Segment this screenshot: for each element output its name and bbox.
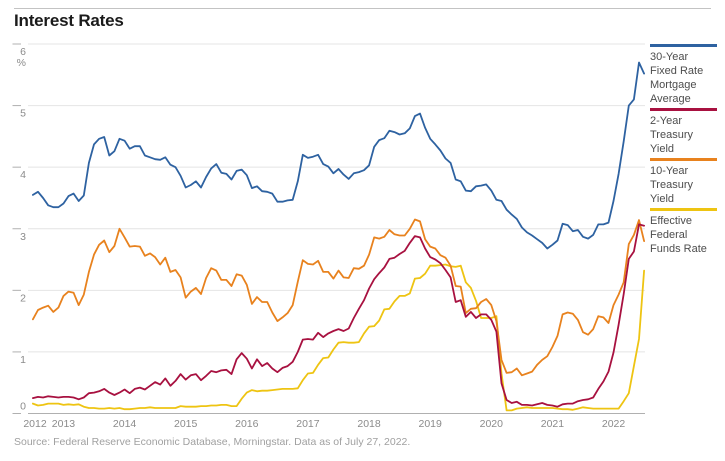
top-divider [14, 8, 711, 9]
x-axis-label: 2022 [602, 418, 626, 430]
y-axis-label: 0 [20, 401, 26, 413]
legend-label: Effective Federal Funds Rate [650, 215, 707, 255]
legend-item-2-year-treasury-yield: 2-Year Treasury Yield [650, 108, 717, 156]
y-axis-unit-label: % [17, 57, 26, 69]
y-axis-label: 4 [20, 169, 26, 181]
x-axis-label: 2016 [235, 418, 259, 430]
legend-item-10-year-treasury-yield: 10-Year Treasury Yield [650, 158, 717, 206]
legend-label: 30-Year Fixed Rate Mortgage Average [650, 51, 704, 105]
y-axis-label: 1 [20, 354, 26, 366]
legend-label: 10-Year Treasury Yield [650, 165, 693, 205]
series-line-30-year-fixed-rate-mortgage-average [32, 61, 645, 250]
x-axis-label: 2017 [296, 418, 320, 430]
chart-legend: 30-Year Fixed Rate Mortgage Average 2-Yea… [650, 44, 717, 258]
y-axis-label: 3 [20, 231, 26, 243]
x-axis-label: 2014 [113, 418, 137, 430]
legend-label: 2-Year Treasury Yield [650, 115, 693, 155]
x-axis-label: 2021 [541, 418, 565, 430]
x-axis-label: 2012 [23, 418, 47, 430]
legend-color-bar [650, 208, 717, 211]
legend-color-bar [650, 108, 717, 111]
legend-item-effective-federal-funds-rate: Effective Federal Funds Rate [650, 208, 717, 256]
legend-item-30-year-fixed-rate-mortgage-average: 30-Year Fixed Rate Mortgage Average [650, 44, 717, 106]
x-axis-label: 2019 [419, 418, 443, 430]
source-note: Source: Federal Reserve Economic Databas… [14, 436, 411, 448]
series-line-effective-federal-funds-rate [32, 263, 645, 412]
y-axis-label: 6 [20, 46, 26, 58]
legend-color-bar [650, 44, 717, 47]
x-axis-label: 2020 [480, 418, 504, 430]
legend-color-bar [650, 158, 717, 161]
series-line-10-year-treasury-yield [32, 218, 645, 377]
y-axis-label: 2 [20, 292, 26, 304]
x-axis-label: 2015 [174, 418, 198, 430]
x-axis-label: 2018 [357, 418, 381, 430]
y-axis-label: 5 [20, 108, 26, 120]
series-line-2-year-treasury-yield [32, 223, 645, 408]
x-axis-label: 2013 [52, 418, 76, 430]
page-title: Interest Rates [14, 11, 124, 30]
